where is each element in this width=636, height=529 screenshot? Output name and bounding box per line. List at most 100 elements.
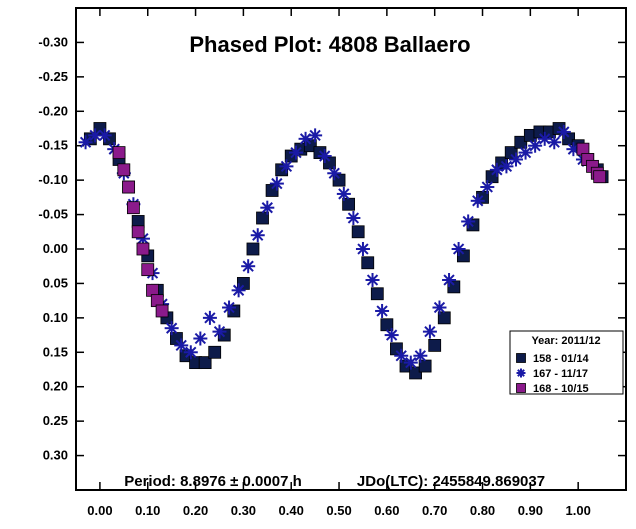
y-tick-label: 0.00: [43, 241, 68, 256]
data-point-series-1: [413, 348, 428, 363]
y-axis: -0.30 -0.25 -0.20 -0.15 -0.10 -0.05 0.00 0.05 0.…: [38, 34, 626, 463]
data-point-series-1: [202, 310, 217, 325]
legend-entry-label: 158 - 01/14: [533, 353, 590, 365]
data-point-series-1: [327, 166, 342, 181]
legend-entry-label: 168 - 10/15: [533, 383, 589, 395]
data-point-series-1: [336, 186, 351, 201]
data-point-series-1: [451, 242, 466, 256]
data-point-series-1: [489, 162, 504, 177]
x-tick-label: 1.00: [566, 503, 591, 518]
data-point-series-0: [361, 256, 375, 270]
data-point-series-2: [141, 263, 155, 277]
data-point-series-1: [222, 300, 237, 315]
data-point-series-1: [442, 272, 457, 287]
data-point-series-0: [370, 287, 384, 301]
data-point-series-1: [355, 242, 370, 256]
y-tick-label: 0.10: [43, 310, 68, 325]
x-tick-label: 0.80: [470, 503, 495, 518]
data-point-series-2: [112, 146, 126, 160]
data-point-series-1: [384, 328, 399, 343]
data-point-series-0: [198, 356, 212, 370]
plot-frame: [75, 7, 627, 491]
data-point-series-1: [241, 259, 256, 274]
data-point-series-0: [428, 338, 442, 352]
data-point-series-1: [432, 300, 447, 315]
data-point-series-0: [208, 345, 222, 359]
data-point-series-1: [97, 128, 112, 143]
x-tick-label: 0.50: [326, 503, 351, 518]
x-tick-label: 0.00: [87, 503, 112, 518]
data-point-series-1: [480, 180, 495, 195]
legend-marker-1: [516, 368, 526, 378]
data-point-series-2: [136, 242, 150, 256]
data-point-series-1: [403, 355, 418, 370]
legend-box: [509, 330, 624, 395]
data-point-series-2: [126, 201, 140, 215]
period-label: Period: 8.8976 ± 0.0007 h: [124, 473, 302, 490]
x-tick-label: 0.90: [518, 503, 543, 518]
data-point-series-2: [131, 225, 145, 239]
data-point-series-0: [246, 242, 260, 256]
y-tick-label: -0.20: [38, 103, 68, 118]
data-point-series-2: [593, 170, 607, 184]
data-point-series-1: [269, 176, 284, 191]
y-tick-label: 0.05: [43, 275, 68, 290]
data-point-series-1: [317, 149, 332, 164]
y-tick-label: -0.05: [38, 207, 68, 222]
data-point-series-1: [375, 303, 390, 318]
data-point-series-1: [231, 283, 246, 298]
legend-entries: 158 - 01/14 167 - 11/17 168 - 10/15: [516, 353, 590, 395]
y-tick-label: -0.15: [38, 138, 68, 153]
legend: Year: 2011/12 158 - 01/14 167 - 11/17 168 …: [509, 330, 624, 395]
x-tick-label: 0.10: [135, 503, 160, 518]
y-tick-label: 0.15: [43, 344, 68, 359]
y-tick-label: 0.20: [43, 379, 68, 394]
data-points: [78, 122, 609, 380]
data-point-series-1: [260, 200, 275, 215]
data-point-series-1: [394, 348, 409, 363]
data-point-series-2: [122, 180, 136, 194]
legend-marker-2: [516, 383, 526, 393]
data-point-series-1: [289, 145, 303, 160]
x-tick-label: 0.40: [279, 503, 304, 518]
data-point-series-0: [351, 225, 365, 239]
y-tick-label: -0.10: [38, 172, 68, 187]
data-point-series-1: [174, 338, 189, 353]
data-point-series-1: [509, 152, 523, 167]
y-tick-label: -0.25: [38, 69, 68, 84]
x-tick-label: 0.20: [183, 503, 208, 518]
y-tick-label: 0.25: [43, 413, 68, 428]
data-point-series-1: [346, 211, 361, 226]
data-point-series-1: [250, 228, 265, 243]
y-tick-label: 0.30: [43, 448, 68, 463]
data-point-series-1: [212, 324, 227, 339]
x-tick-label: 0.30: [231, 503, 256, 518]
data-point-series-1: [470, 193, 485, 208]
data-point-series-1: [164, 321, 179, 336]
y-tick-label: -0.30: [38, 34, 68, 49]
chart-title: Phased Plot: 4808 Ballaero: [189, 32, 470, 57]
data-point-series-2: [155, 304, 169, 318]
legend-entry-label: 167 - 11/17: [533, 368, 588, 380]
data-point-series-1: [518, 145, 533, 160]
data-point-series-1: [365, 272, 380, 287]
data-point-series-1: [461, 214, 476, 229]
data-point-series-1: [308, 128, 323, 143]
data-point-series-1: [193, 331, 208, 346]
epoch-label: JDo(LTC): 2455849.869037: [357, 473, 545, 490]
data-point-series-1: [556, 124, 571, 139]
x-axis: 0.00 0.10 0.20 0.30 0.40 0.50 0.60 0.70 0.80 0.90…: [87, 8, 591, 518]
data-point-series-1: [422, 324, 437, 339]
data-point-series-2: [117, 163, 131, 177]
data-point-series-1: [528, 138, 543, 153]
data-point-series-1: [279, 159, 294, 174]
data-point-series-1: [499, 159, 514, 174]
legend-title: Year: 2011/12: [531, 335, 600, 347]
x-tick-label: 0.70: [422, 503, 447, 518]
data-point-series-1: [78, 135, 93, 150]
data-point-series-1: [547, 135, 562, 150]
legend-marker-0: [516, 353, 526, 363]
data-point-series-1: [183, 345, 198, 360]
x-tick-label: 0.60: [374, 503, 399, 518]
